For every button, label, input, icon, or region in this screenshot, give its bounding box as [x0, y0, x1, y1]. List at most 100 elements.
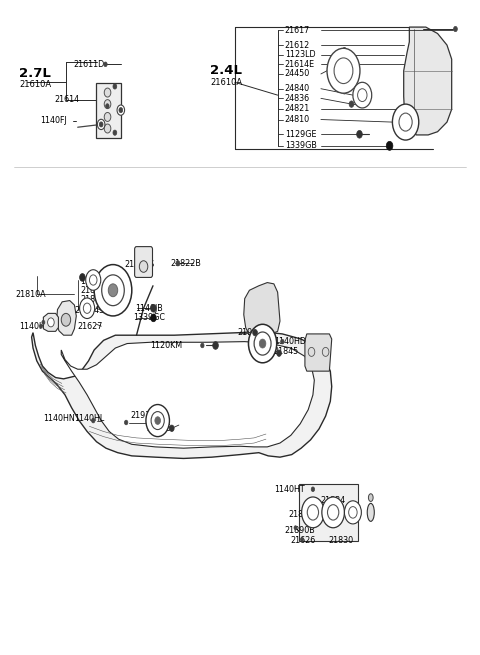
Circle shape	[155, 417, 160, 424]
Text: 24840: 24840	[285, 84, 310, 93]
Circle shape	[117, 105, 125, 115]
Text: 24836: 24836	[285, 94, 310, 103]
Circle shape	[454, 26, 457, 31]
Circle shape	[201, 343, 204, 348]
Text: 1123GT: 1123GT	[80, 277, 111, 286]
Text: 1140HC: 1140HC	[19, 322, 50, 331]
Circle shape	[113, 130, 117, 136]
Circle shape	[176, 261, 180, 266]
Circle shape	[102, 275, 124, 306]
Text: 21823B: 21823B	[80, 286, 111, 295]
Circle shape	[307, 504, 319, 520]
Polygon shape	[57, 301, 76, 335]
Circle shape	[249, 324, 276, 363]
Text: 21626: 21626	[291, 536, 316, 545]
Circle shape	[308, 347, 315, 356]
Circle shape	[108, 284, 118, 297]
Text: 24810: 24810	[285, 115, 310, 124]
Text: 21627: 21627	[78, 322, 103, 331]
Circle shape	[327, 48, 360, 93]
Circle shape	[399, 113, 412, 131]
Text: 21617: 21617	[285, 26, 310, 35]
Text: 21834: 21834	[288, 510, 313, 519]
Circle shape	[104, 124, 111, 133]
Circle shape	[345, 501, 361, 524]
Circle shape	[39, 324, 43, 328]
Circle shape	[281, 339, 284, 344]
Text: 1140HT: 1140HT	[274, 485, 304, 494]
Text: 2.4L: 2.4L	[210, 64, 242, 77]
Circle shape	[294, 526, 297, 530]
Circle shape	[119, 107, 123, 113]
Text: 1120KM: 1120KM	[151, 341, 183, 350]
Text: 21610A: 21610A	[19, 80, 51, 88]
Polygon shape	[244, 282, 280, 335]
Circle shape	[327, 504, 339, 520]
Circle shape	[80, 298, 95, 318]
Circle shape	[301, 497, 324, 528]
Text: 1140HL: 1140HL	[74, 414, 105, 423]
Circle shape	[104, 100, 111, 109]
Ellipse shape	[369, 494, 373, 502]
Circle shape	[124, 421, 128, 425]
FancyBboxPatch shape	[134, 247, 153, 278]
Circle shape	[252, 329, 257, 336]
Text: 21818: 21818	[80, 295, 105, 305]
Text: 21814S: 21814S	[74, 306, 105, 314]
Text: 21614: 21614	[54, 95, 79, 104]
Polygon shape	[305, 334, 332, 371]
Circle shape	[348, 506, 357, 518]
Circle shape	[99, 122, 103, 127]
Text: 1140FJ: 1140FJ	[40, 117, 67, 125]
Circle shape	[151, 305, 156, 312]
Text: 2.7L: 2.7L	[19, 67, 51, 80]
Polygon shape	[32, 331, 332, 458]
Circle shape	[151, 411, 164, 430]
Circle shape	[80, 274, 85, 281]
Circle shape	[353, 83, 372, 108]
Circle shape	[89, 275, 97, 285]
Circle shape	[92, 419, 95, 423]
Text: 1140JB: 1140JB	[135, 304, 163, 312]
FancyBboxPatch shape	[96, 83, 121, 138]
Polygon shape	[43, 313, 59, 331]
Circle shape	[84, 303, 91, 313]
Circle shape	[254, 332, 271, 355]
Circle shape	[104, 113, 111, 121]
Circle shape	[323, 347, 329, 356]
Text: 24450: 24450	[285, 69, 310, 79]
Ellipse shape	[339, 48, 349, 94]
Text: 21930R: 21930R	[238, 328, 268, 337]
Text: 1123LD: 1123LD	[285, 50, 315, 59]
Circle shape	[97, 119, 105, 130]
Text: 21890B: 21890B	[285, 526, 315, 535]
Circle shape	[146, 405, 169, 437]
Circle shape	[393, 104, 419, 140]
Circle shape	[358, 88, 367, 102]
Circle shape	[311, 487, 314, 491]
Text: 21611D: 21611D	[73, 60, 104, 69]
Circle shape	[259, 339, 266, 348]
Circle shape	[104, 88, 111, 97]
Circle shape	[322, 497, 345, 528]
Text: 21814S: 21814S	[125, 260, 155, 269]
Text: 21845: 21845	[274, 347, 299, 356]
Circle shape	[94, 265, 132, 316]
Circle shape	[106, 103, 109, 108]
Polygon shape	[61, 342, 314, 448]
Text: 21834: 21834	[320, 496, 345, 505]
Text: 1140HD: 1140HD	[274, 337, 306, 346]
Circle shape	[300, 537, 303, 541]
Circle shape	[86, 270, 101, 290]
Text: 1140HN: 1140HN	[43, 414, 75, 423]
Text: 21610A: 21610A	[210, 78, 242, 87]
Circle shape	[48, 318, 54, 327]
Text: 24821: 24821	[285, 104, 310, 113]
Text: 21910B: 21910B	[131, 411, 162, 420]
Text: 21822B: 21822B	[170, 259, 201, 268]
Text: 21614E: 21614E	[285, 60, 315, 69]
Circle shape	[349, 101, 354, 107]
Ellipse shape	[367, 504, 374, 521]
Circle shape	[357, 130, 362, 138]
Circle shape	[276, 350, 281, 356]
